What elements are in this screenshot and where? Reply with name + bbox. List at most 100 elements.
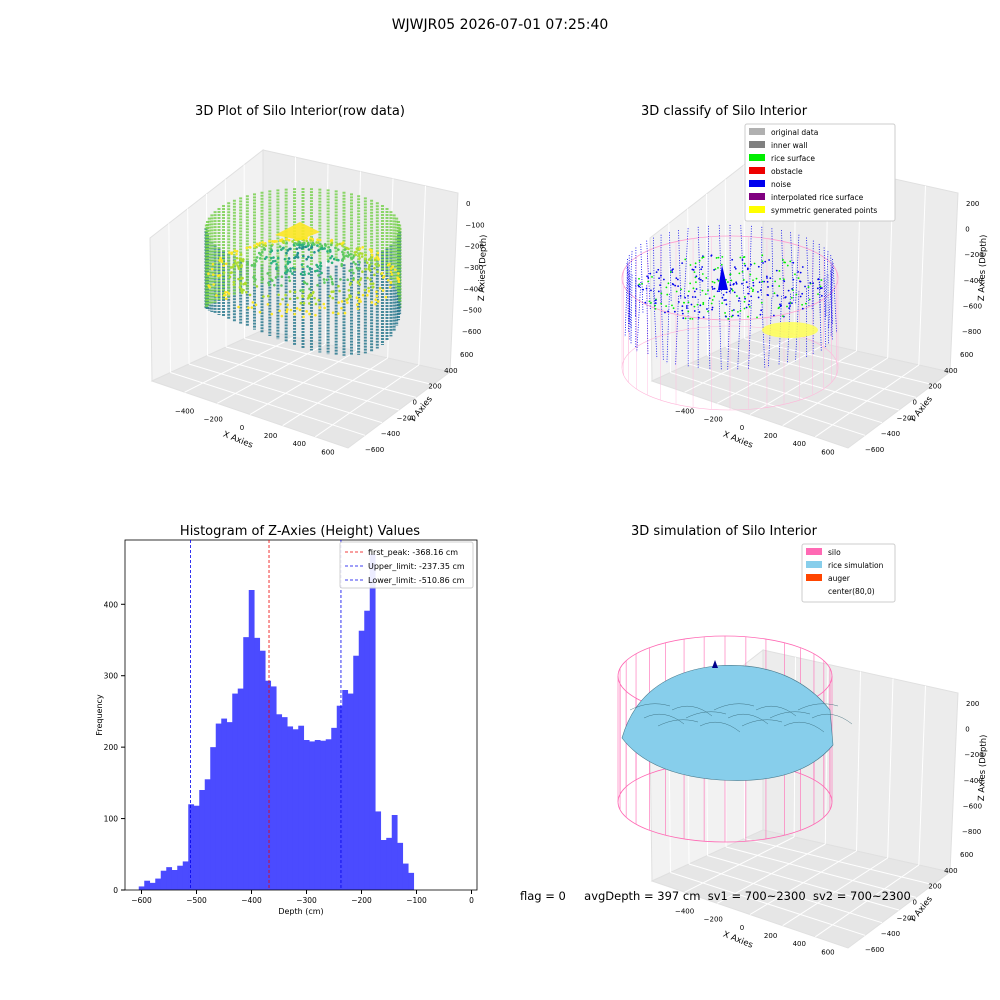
data-point [271,279,274,282]
legend-swatch [749,141,765,148]
class-point [705,277,708,279]
class-point [738,272,741,275]
class-point [730,279,733,282]
data-point [361,270,364,274]
class-point [750,287,753,290]
noise-column [727,300,731,372]
data-point [307,248,311,251]
data-point [298,308,302,312]
data-point [320,271,323,275]
class-point [717,279,720,282]
data-point [337,248,340,251]
class-point [778,285,781,287]
class-point [730,315,733,318]
class-point [691,296,694,298]
data-point [330,280,334,284]
y-tick-label: −400 [881,430,900,438]
class-point [760,309,763,312]
class-point [791,302,793,305]
symmetric-points-region [762,322,818,338]
data-point [347,289,351,292]
class-point [713,281,716,284]
data-point [316,238,319,242]
class-point [685,305,688,307]
histogram-bar [287,726,294,890]
legend-swatch [749,206,765,213]
data-point [271,240,274,243]
class-point [725,303,728,306]
histogram-bar [182,861,189,890]
class-point [801,303,804,306]
data-point [355,250,358,254]
y-tick-label: 200 [428,383,441,391]
class-point [739,309,742,312]
data-point [389,281,393,285]
data-point [326,250,329,253]
class-point [743,296,746,298]
center-peak [718,265,728,290]
data-point [381,289,385,292]
legend-swatch [749,167,765,174]
y-tick-label: 200 [928,383,941,391]
class-point [642,288,644,291]
data-point [211,262,215,266]
x-tick-label: −200 [704,416,723,424]
legend-label: noise [771,180,791,189]
y-tick-label: −400 [881,930,900,938]
class-point [778,306,781,309]
class-point [660,274,662,277]
class-point [812,282,814,285]
data-point [309,237,313,240]
data-point [240,289,243,293]
class-point [648,300,651,303]
data-point [288,297,292,301]
data-point [325,278,329,282]
data-point [284,237,288,241]
z-tick-label: −400 [964,777,983,785]
class-point [698,277,700,280]
data-point [279,239,282,243]
data-point [390,273,394,276]
class-point [657,268,660,271]
y-tick-label: −600 [865,446,884,454]
histogram-bar [331,727,338,890]
class-point [692,287,695,290]
surface-mesh-line [797,703,839,711]
class-point [685,307,688,309]
class-point [804,302,807,305]
class-point [764,260,767,263]
data-point [323,306,326,310]
class-point [711,280,714,283]
class-point [707,289,709,292]
data-point [283,257,287,261]
data-point [356,303,359,306]
class-point [664,311,666,314]
data-point [210,267,214,271]
grid-line [918,685,926,866]
data-point [322,302,326,306]
class-point [666,293,669,296]
histogram-bar [309,741,316,890]
data-point [337,312,340,315]
data-point [262,295,265,298]
class-point [704,293,707,296]
histogram-bar [325,739,332,890]
z-tick-label: −600 [963,302,982,310]
noise-column [811,240,814,311]
legend-label: center(80,0) [828,587,875,596]
class-point [701,266,704,268]
class-point [710,254,713,257]
class-point [737,314,740,317]
data-point [374,298,378,301]
data-point [345,254,348,258]
histogram-bar [375,811,382,890]
class-point [783,280,786,283]
class-point [729,273,732,276]
histogram-bar [138,886,145,890]
data-point [277,293,280,297]
data-point [240,265,243,269]
data-point [370,301,374,304]
data-point [331,296,335,300]
data-point [328,250,332,253]
